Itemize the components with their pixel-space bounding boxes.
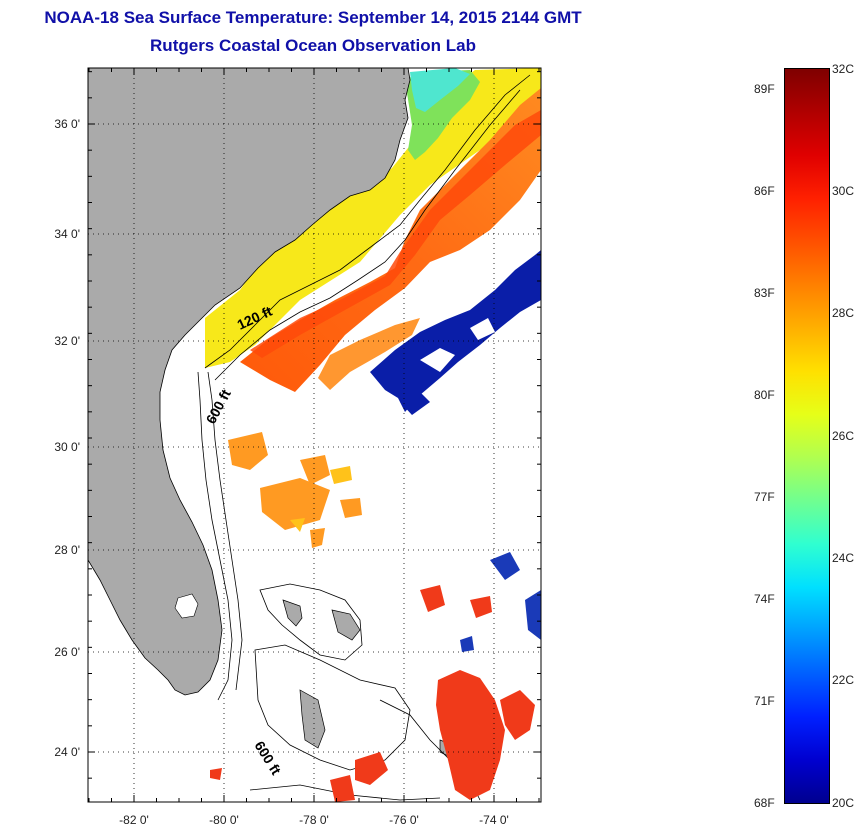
lat-tick-label: 28 0': [54, 543, 80, 557]
colorbar-f-label: 71F: [754, 694, 775, 708]
lon-tick-label: -82 0': [119, 813, 149, 827]
lat-tick-label: 24 0': [54, 745, 80, 759]
shelf-water-cyan: [410, 68, 470, 112]
cold-patches-light: [420, 318, 495, 372]
gulf-stream-core: [250, 110, 541, 358]
cool-speckle-south: [460, 552, 541, 652]
lat-tick-label: 30 0': [54, 440, 80, 454]
lon-tick-label: -74 0': [479, 813, 509, 827]
map-subtitle: Rutgers Coastal Ocean Observation Lab: [150, 36, 476, 55]
colorbar-c-label: 20C: [832, 796, 855, 810]
warm-patches-offshore: [228, 432, 362, 548]
cold-patches: [370, 250, 541, 415]
colorbar-f-label: 68F: [754, 796, 775, 810]
lat-tick-label: 34 0': [54, 227, 80, 241]
gridlines: [88, 68, 541, 802]
hot-patches-south: [210, 585, 535, 802]
colorbar-f-label: 89F: [754, 82, 775, 96]
colorbar-c-label: 28C: [832, 306, 855, 320]
lon-tick-label: -80 0': [209, 813, 239, 827]
temperature-colorbar: [784, 68, 830, 804]
lon-tick-label: -76 0': [389, 813, 419, 827]
lon-tick-label: -78 0': [299, 813, 329, 827]
map-title: NOAA-18 Sea Surface Temperature: Septemb…: [44, 8, 582, 27]
colorbar-c-label: 24C: [832, 551, 855, 565]
colorbar-f-label: 83F: [754, 286, 775, 300]
lat-tick-label: 26 0': [54, 645, 80, 659]
colorbar-c-label: 32C: [832, 62, 855, 76]
colorbar-c-label: 26C: [832, 429, 855, 443]
colorbar-c-label: 30C: [832, 184, 855, 198]
colorbar-f-label: 74F: [754, 592, 775, 606]
lake-okeechobee: [174, 593, 199, 619]
colorbar-f-label: 77F: [754, 490, 775, 504]
lat-tick-label: 36 0': [54, 117, 80, 131]
bathymetry-contours: [197, 74, 531, 801]
colorbar-f-label: 86F: [754, 184, 775, 198]
axis-ticks: [88, 68, 541, 802]
colorbar-c-label: 22C: [832, 673, 855, 687]
shelf-water-warm: [205, 68, 541, 368]
colorbar-f-label: 80F: [754, 388, 775, 402]
warm-patches-yellow: [290, 466, 352, 532]
warm-patch-central: [318, 318, 420, 390]
land-us-florida: [88, 68, 411, 696]
lat-tick-label: 32 0': [54, 334, 80, 348]
